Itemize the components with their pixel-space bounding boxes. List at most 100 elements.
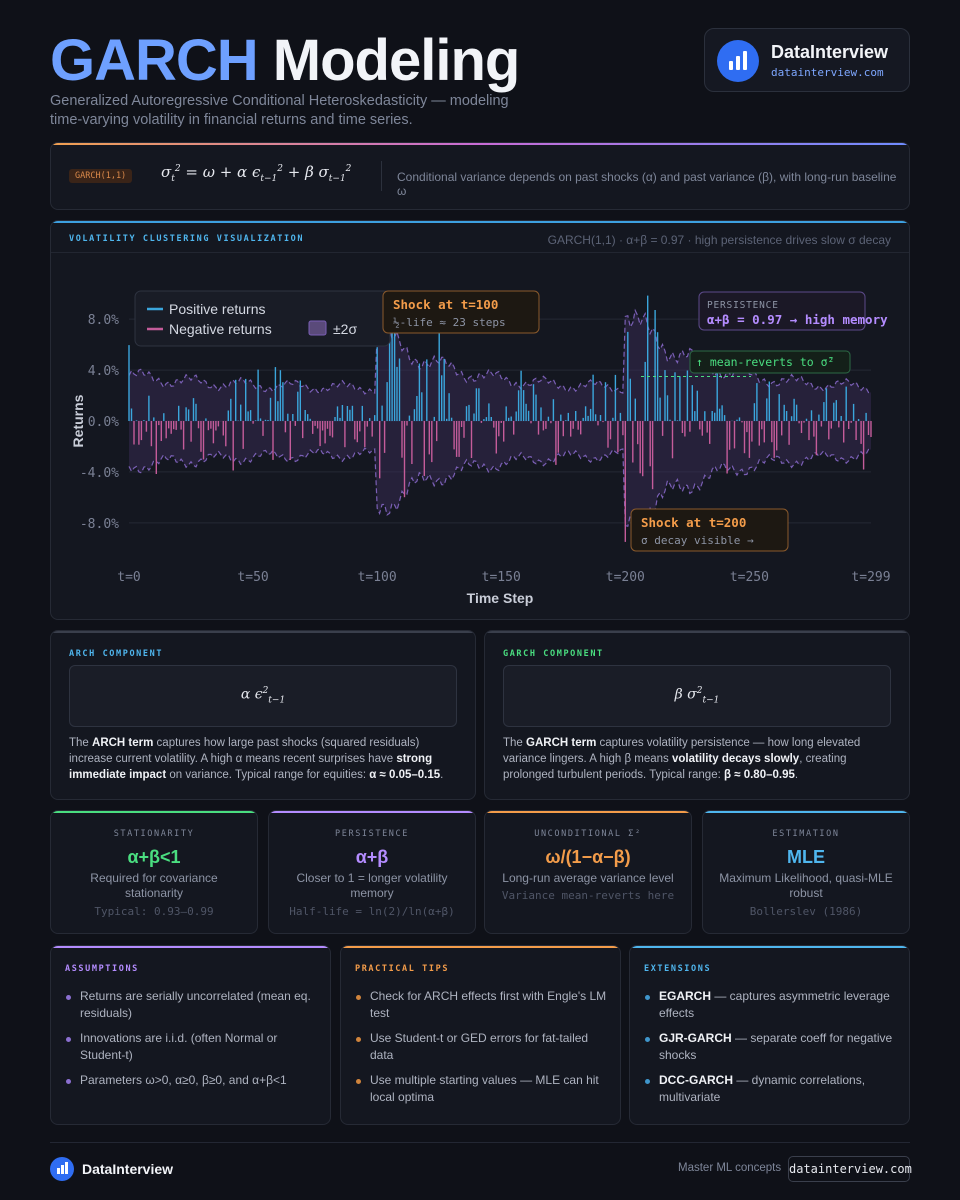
negative-return-bar bbox=[344, 421, 346, 448]
legend-label-sigma: ±2σ bbox=[333, 321, 357, 337]
positive-return-bar bbox=[413, 409, 416, 421]
negative-return-bar bbox=[470, 421, 473, 458]
negative-return-bar bbox=[252, 421, 254, 424]
positive-return-bar bbox=[195, 403, 197, 421]
negative-return-bar bbox=[870, 421, 872, 437]
footer-brand: DataInterview bbox=[82, 1161, 174, 1177]
negative-return-bar bbox=[771, 421, 773, 443]
positive-return-bar bbox=[659, 397, 661, 421]
x-axis-label: Time Step bbox=[467, 590, 534, 606]
positive-return-bar bbox=[627, 331, 629, 421]
negative-return-bar bbox=[776, 421, 778, 451]
stat-card-stationarity: STATIONARITY α+β<1 Required for covarian… bbox=[50, 810, 258, 934]
positive-return-bar bbox=[810, 410, 813, 421]
positive-return-bar bbox=[793, 398, 795, 421]
positive-return-bar bbox=[522, 390, 525, 421]
list-item: EGARCH — captures asymmetric leverage ef… bbox=[644, 988, 896, 1022]
positive-return-bar bbox=[178, 405, 180, 421]
negative-return-bar bbox=[545, 421, 547, 429]
formula-description: Conditional variance depends on past sho… bbox=[397, 170, 897, 198]
negative-return-bar bbox=[597, 421, 599, 426]
positive-return-bar bbox=[647, 295, 649, 421]
positive-return-bar bbox=[656, 332, 659, 421]
extensions-card: EXTENSIONS EGARCH — captures asymmetric … bbox=[629, 945, 910, 1125]
negative-return-bar bbox=[862, 421, 865, 470]
sigma-band-fill bbox=[129, 310, 871, 532]
negative-return-bar bbox=[217, 421, 220, 427]
positive-return-bar bbox=[478, 388, 480, 421]
positive-return-bar bbox=[766, 398, 768, 421]
arch-component-card: ARCH COMPONENT α ϵ2t−1 The ARCH term cap… bbox=[50, 630, 476, 800]
stat-card-unconditional-variance: UNCONDITIONAL Σ² ω/(1−α−β) Long-run aver… bbox=[484, 810, 692, 934]
positive-return-bar bbox=[143, 420, 145, 421]
negative-return-bar bbox=[284, 421, 287, 433]
formula-bar: GARCH(1,1) σt2 = ω + α ϵt−12 + β σt−12 C… bbox=[50, 142, 910, 210]
negative-return-bar bbox=[460, 421, 463, 427]
footer-link-button[interactable]: datainterview.com bbox=[788, 1156, 912, 1182]
negative-return-bar bbox=[609, 421, 612, 440]
negative-return-bar bbox=[773, 421, 775, 458]
positive-return-bar bbox=[334, 417, 336, 421]
positive-return-bar bbox=[674, 372, 676, 421]
stat-description: Maximum Likelihood, quasi-MLE robust bbox=[719, 871, 893, 900]
positive-return-bar bbox=[485, 417, 488, 421]
positive-return-bar bbox=[230, 398, 232, 421]
positive-return-bar bbox=[205, 418, 207, 421]
footer-tagline: Master ML concepts bbox=[678, 1162, 782, 1174]
brand-badge[interactable]: DataInterview datainterview.com bbox=[704, 28, 910, 92]
positive-return-bar bbox=[393, 301, 396, 421]
positive-return-bar bbox=[825, 388, 828, 421]
negative-return-bar bbox=[706, 421, 708, 433]
negative-return-bar bbox=[828, 421, 830, 440]
chart-accent-line bbox=[51, 221, 909, 223]
stat-description: Closer to 1 = longer volatility memory bbox=[296, 871, 448, 900]
positive-return-bar bbox=[520, 370, 522, 421]
positive-return-bar bbox=[716, 364, 718, 421]
y-tick-label: -8.0% bbox=[80, 517, 119, 532]
stat-label: ESTIMATION bbox=[772, 829, 840, 839]
positive-return-bar bbox=[666, 395, 669, 421]
list-item: Check for ARCH effects first with Engle'… bbox=[355, 988, 607, 1022]
negative-return-bar bbox=[758, 421, 760, 446]
stat-value: MLE bbox=[787, 847, 825, 867]
positive-return-bar bbox=[527, 410, 530, 421]
positive-return-bar bbox=[823, 402, 825, 421]
chart-panel: VOLATILITY CLUSTERING VISUALIZATION GARC… bbox=[50, 220, 910, 620]
garch-formula-box: β σ2t−1 bbox=[503, 665, 891, 727]
positive-return-bar bbox=[249, 410, 252, 421]
positive-return-bar bbox=[594, 414, 597, 421]
positive-return-bar bbox=[259, 418, 262, 421]
negative-return-bar bbox=[617, 421, 619, 453]
list-item: Use multiple starting values — MLE can h… bbox=[355, 1072, 607, 1106]
negative-return-bar bbox=[781, 421, 783, 436]
negative-return-bar bbox=[701, 421, 703, 436]
negative-return-bar bbox=[316, 421, 319, 429]
legend-label-negative: Negative returns bbox=[169, 321, 272, 337]
positive-return-bar bbox=[254, 420, 257, 421]
arch-formula: α ϵ2t−1 bbox=[240, 686, 286, 706]
negative-return-bar bbox=[763, 421, 765, 443]
positive-return-bar bbox=[515, 411, 517, 421]
negative-return-bar bbox=[140, 421, 143, 441]
positive-return-bar bbox=[398, 358, 401, 421]
positive-return-bar bbox=[718, 408, 721, 421]
stat-value: ω/(1−α−β) bbox=[545, 847, 631, 867]
positive-return-bar bbox=[584, 406, 587, 421]
positive-return-bar bbox=[654, 310, 656, 421]
negative-return-bar bbox=[455, 421, 458, 457]
positive-return-bar bbox=[567, 412, 569, 421]
arch-accent-line bbox=[51, 631, 475, 633]
negative-return-bar bbox=[222, 421, 224, 436]
arch-formula-box: α ϵ2t−1 bbox=[69, 665, 457, 727]
persistence-callout bbox=[698, 291, 866, 331]
list-item: Use Student-t or GED errors for fat-tail… bbox=[355, 1030, 607, 1064]
negative-return-bar bbox=[498, 421, 500, 437]
positive-return-bar bbox=[768, 381, 770, 421]
positive-return-bar bbox=[336, 406, 339, 421]
negative-return-bar bbox=[530, 421, 532, 424]
negative-return-bar bbox=[495, 421, 497, 454]
negative-return-bar bbox=[182, 421, 185, 450]
positive-return-bar bbox=[187, 409, 190, 421]
positive-return-bar bbox=[845, 386, 847, 421]
chart-panel-label: VOLATILITY CLUSTERING VISUALIZATION bbox=[69, 234, 305, 244]
